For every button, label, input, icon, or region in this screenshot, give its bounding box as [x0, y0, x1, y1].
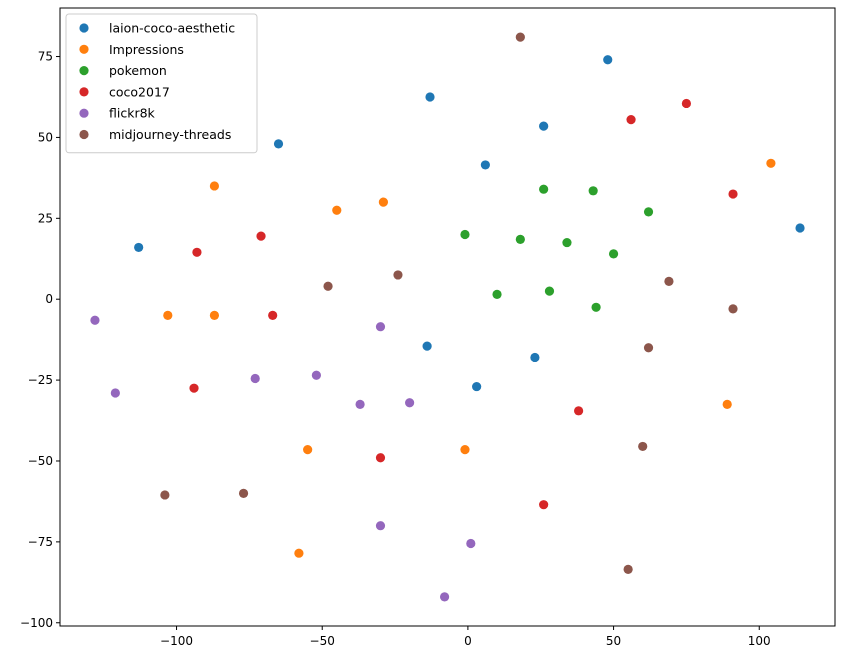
- point-midjourney-threads-6: [638, 441, 648, 452]
- point-laion-coco-aesthetic-2: [539, 121, 549, 131]
- point-midjourney-threads-8: [238, 488, 249, 498]
- y-tick-label: 75: [38, 50, 53, 64]
- point-coco2017-0: [626, 115, 636, 125]
- legend-marker-flickr8k: [79, 108, 89, 118]
- point-pokemon-1: [588, 186, 598, 196]
- point-Impressions-2: [378, 197, 389, 207]
- point-Impressions-9: [766, 158, 776, 168]
- plot-frame: [59, 7, 836, 627]
- point-flickr8k-6: [405, 398, 415, 408]
- x-tick-label: 0: [464, 634, 472, 648]
- legend-marker-coco2017: [79, 87, 89, 97]
- point-midjourney-threads-9: [623, 564, 633, 574]
- series-Impressions: [163, 158, 776, 558]
- series-flickr8k: [90, 315, 476, 602]
- legend-label-coco2017: coco2017: [109, 84, 170, 99]
- y-tick-label: 0: [45, 292, 53, 306]
- legend-marker-Impressions: [79, 44, 89, 54]
- x-tick-label: 50: [606, 634, 621, 648]
- point-Impressions-4: [209, 310, 220, 320]
- point-flickr8k-3: [311, 370, 321, 380]
- point-laion-coco-aesthetic-6: [795, 223, 805, 233]
- point-flickr8k-2: [250, 373, 260, 384]
- point-Impressions-7: [294, 548, 304, 558]
- point-pokemon-9: [591, 302, 601, 312]
- legend-label-Impressions: Impressions: [109, 42, 184, 57]
- point-flickr8k-7: [375, 521, 386, 531]
- series-coco2017: [189, 98, 738, 510]
- point-coco2017-6: [189, 383, 199, 393]
- point-laion-coco-aesthetic-4: [273, 139, 284, 149]
- y-tick-label: 25: [38, 211, 53, 225]
- y-tick-label: −25: [28, 373, 53, 387]
- y-tick-label: −100: [20, 616, 53, 630]
- point-laion-coco-aesthetic-9: [530, 352, 540, 363]
- point-coco2017-8: [375, 453, 386, 463]
- point-midjourney-threads-7: [160, 490, 170, 500]
- point-pokemon-2: [643, 207, 654, 217]
- legend-marker-laion-coco-aesthetic: [79, 23, 89, 33]
- point-flickr8k-0: [90, 315, 100, 325]
- point-laion-coco-aesthetic-3: [480, 160, 490, 170]
- point-flickr8k-5: [355, 399, 365, 409]
- point-midjourney-threads-0: [515, 32, 525, 42]
- point-Impressions-3: [163, 310, 173, 320]
- point-coco2017-7: [574, 406, 584, 416]
- point-midjourney-threads-5: [643, 343, 654, 353]
- y-axis: −100 −75 −50 −25 0 25 50 75: [20, 50, 60, 630]
- legend: laion-coco-aesthetic Impressions pokemon co…: [65, 13, 258, 154]
- point-coco2017-1: [681, 98, 692, 109]
- point-pokemon-4: [515, 234, 525, 244]
- x-tick-label: −50: [310, 634, 335, 648]
- point-flickr8k-4: [375, 322, 386, 332]
- point-pokemon-7: [492, 289, 502, 299]
- y-tick-label: −50: [28, 454, 53, 468]
- y-tick-label: −75: [28, 535, 53, 549]
- x-tick-label: −100: [160, 634, 193, 648]
- point-midjourney-threads-3: [664, 276, 674, 287]
- x-tick-label: 100: [748, 634, 771, 648]
- point-laion-coco-aesthetic-5: [134, 242, 144, 253]
- point-pokemon-0: [539, 184, 549, 194]
- point-coco2017-9: [539, 500, 549, 510]
- point-Impressions-8: [722, 399, 732, 409]
- point-laion-coco-aesthetic-7: [422, 341, 432, 351]
- point-coco2017-5: [268, 310, 278, 320]
- point-laion-coco-aesthetic-0: [603, 55, 613, 65]
- legend-label-midjourney-threads: midjourney-threads: [109, 127, 231, 142]
- point-flickr8k-9: [439, 592, 450, 602]
- legend-marker-midjourney-threads: [79, 129, 89, 140]
- y-tick-label: 50: [38, 130, 53, 144]
- point-Impressions-5: [303, 445, 313, 455]
- legend-box: [65, 13, 258, 154]
- point-pokemon-6: [608, 249, 619, 259]
- point-laion-coco-aesthetic-8: [472, 381, 482, 392]
- point-pokemon-3: [460, 229, 470, 240]
- point-Impressions-6: [460, 445, 470, 455]
- points-layer: [90, 32, 805, 602]
- legend-marker-pokemon: [79, 66, 89, 76]
- series-pokemon: [460, 184, 654, 312]
- point-midjourney-threads-1: [393, 270, 403, 280]
- point-Impressions-1: [332, 205, 342, 215]
- x-axis: −100 −50 0 50 100: [160, 626, 771, 648]
- legend-label-laion-coco-aesthetic: laion-coco-aesthetic: [109, 21, 235, 36]
- series-midjourney-threads: [160, 32, 738, 574]
- legend-label-pokemon: pokemon: [109, 63, 167, 78]
- point-coco2017-2: [728, 189, 738, 199]
- point-flickr8k-1: [110, 388, 120, 398]
- point-laion-coco-aesthetic-1: [425, 92, 435, 102]
- point-coco2017-3: [192, 247, 202, 257]
- legend-label-flickr8k: flickr8k: [109, 106, 156, 121]
- point-flickr8k-8: [466, 538, 476, 549]
- point-Impressions-0: [209, 181, 220, 191]
- series-laion-coco-aesthetic: [134, 55, 805, 392]
- point-pokemon-5: [562, 237, 572, 248]
- point-midjourney-threads-2: [323, 281, 333, 291]
- point-midjourney-threads-4: [728, 304, 738, 314]
- point-pokemon-8: [544, 286, 555, 296]
- point-coco2017-4: [256, 231, 266, 241]
